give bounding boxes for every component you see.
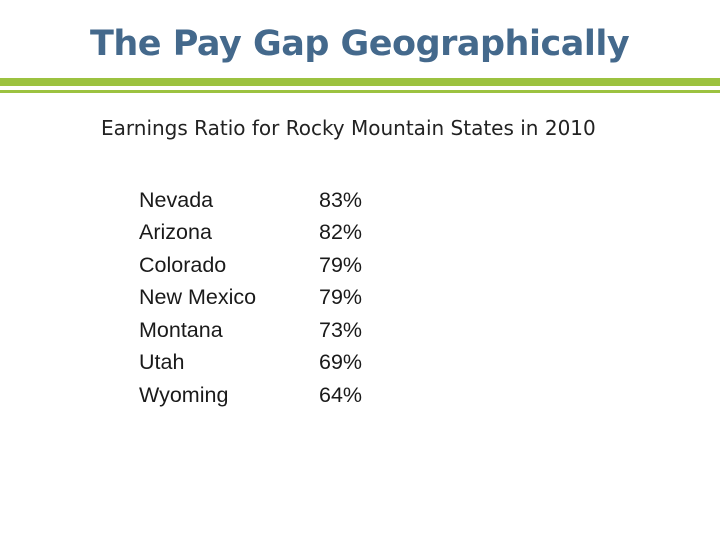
state-name: Arizona bbox=[139, 220, 212, 245]
state-name: Montana bbox=[139, 317, 223, 342]
earnings-ratio: 73% bbox=[319, 317, 363, 342]
table-row: Colorado 79% bbox=[139, 249, 399, 282]
earnings-ratio: 79% bbox=[319, 252, 363, 277]
table-row: Wyoming 64% bbox=[139, 379, 399, 412]
title-divider-thin bbox=[0, 90, 720, 93]
state-name: New Mexico bbox=[139, 285, 257, 310]
slide-subtitle: Earnings Ratio for Rocky Mountain States… bbox=[101, 116, 596, 140]
earnings-ratio: 64% bbox=[319, 382, 363, 407]
state-name: Nevada bbox=[139, 187, 214, 212]
earnings-ratio: 69% bbox=[319, 350, 363, 375]
state-name: Utah bbox=[139, 350, 185, 375]
table-row: New Mexico 79% bbox=[139, 282, 399, 315]
slide-title: The Pay Gap Geographically bbox=[90, 24, 630, 64]
table-row: Utah 69% bbox=[139, 347, 399, 380]
title-divider-thick bbox=[0, 78, 720, 86]
table-row: Nevada 83% bbox=[139, 184, 399, 217]
earnings-ratio: 83% bbox=[319, 187, 363, 212]
earnings-ratio-table: Nevada 83% Arizona 82% Colorado 79% New … bbox=[139, 184, 399, 412]
state-name: Wyoming bbox=[139, 382, 229, 407]
state-name: Colorado bbox=[139, 252, 227, 277]
table-row: Montana 73% bbox=[139, 314, 399, 347]
earnings-ratio: 79% bbox=[319, 285, 363, 310]
earnings-ratio: 82% bbox=[319, 220, 363, 245]
table-row: Arizona 82% bbox=[139, 217, 399, 250]
